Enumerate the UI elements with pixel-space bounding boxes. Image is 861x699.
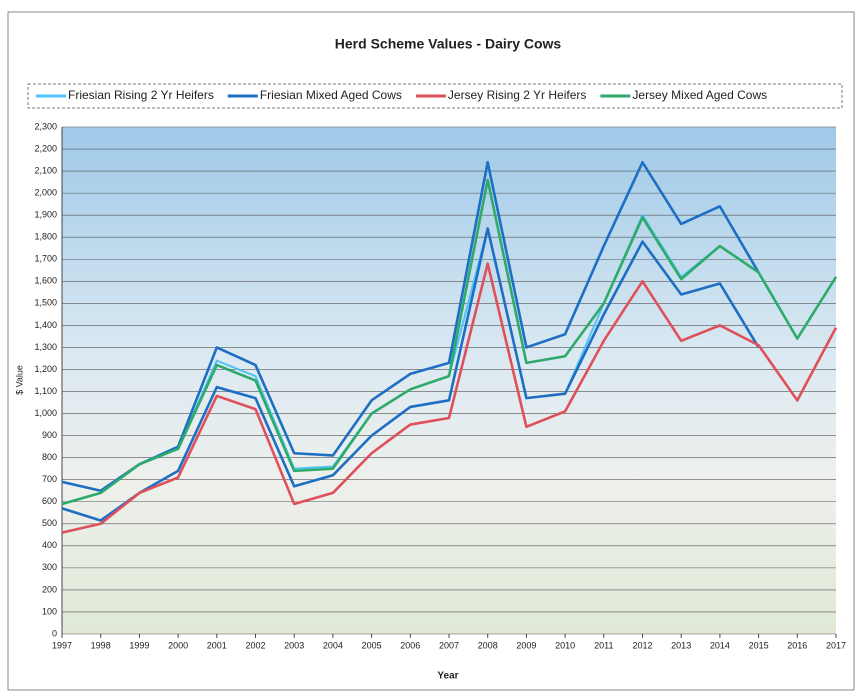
y-tick-label: 900 bbox=[42, 430, 57, 440]
page: {"chart_data": {"type": "line", "title":… bbox=[0, 0, 861, 699]
x-tick-label: 2005 bbox=[362, 640, 382, 650]
y-axis-label: $ Value bbox=[14, 365, 24, 395]
chart: Herd Scheme Values - Dairy Cows Year $ V… bbox=[0, 0, 861, 694]
y-tick-label: 2,200 bbox=[34, 143, 57, 153]
x-tick-label: 2010 bbox=[555, 640, 575, 650]
y-tick-label: 1,700 bbox=[34, 254, 57, 264]
legend-label: Friesian Mixed Aged Cows bbox=[260, 88, 402, 102]
x-tick-label: 2008 bbox=[478, 640, 498, 650]
y-tick-label: 1,800 bbox=[34, 232, 57, 242]
x-tick-label: 2002 bbox=[245, 640, 265, 650]
y-tick-label: 300 bbox=[42, 562, 57, 572]
x-tick-label: 2004 bbox=[323, 640, 343, 650]
x-tick-label: 2012 bbox=[632, 640, 652, 650]
x-tick-label: 2014 bbox=[710, 640, 730, 650]
chart-title: Herd Scheme Values - Dairy Cows bbox=[335, 36, 562, 52]
y-tick-label: 2,100 bbox=[34, 165, 57, 175]
y-tick-label: 0 bbox=[52, 628, 57, 638]
y-tick-label: 500 bbox=[42, 518, 57, 528]
y-tick-label: 100 bbox=[42, 606, 57, 616]
x-tick-label: 2003 bbox=[284, 640, 304, 650]
x-tick-label: 2015 bbox=[749, 640, 769, 650]
y-tick-label: 1,100 bbox=[34, 386, 57, 396]
y-tick-label: 1,500 bbox=[34, 298, 57, 308]
y-tick-label: 800 bbox=[42, 452, 57, 462]
legend-label: Friesian Rising 2 Yr Heifers bbox=[68, 88, 214, 102]
x-tick-label: 2011 bbox=[594, 640, 613, 650]
y-tick-label: 700 bbox=[42, 474, 57, 484]
x-tick-label: 2009 bbox=[516, 640, 536, 650]
y-tick-label: 200 bbox=[42, 584, 57, 594]
y-tick-label: 1,000 bbox=[34, 408, 57, 418]
x-tick-label: 2016 bbox=[787, 640, 807, 650]
x-tick-label: 2006 bbox=[400, 640, 420, 650]
y-tick-label: 400 bbox=[42, 540, 57, 550]
x-tick-label: 2017 bbox=[826, 640, 846, 650]
legend-label: Jersey Rising 2 Yr Heifers bbox=[448, 88, 587, 102]
y-tick-label: 1,200 bbox=[34, 364, 57, 374]
y-tick-label: 1,900 bbox=[34, 210, 57, 220]
x-tick-label: 2001 bbox=[207, 640, 227, 650]
x-axis-label: Year bbox=[437, 671, 458, 682]
y-tick-label: 1,400 bbox=[34, 320, 57, 330]
y-tick-label: 1,600 bbox=[34, 276, 57, 286]
x-tick-label: 1998 bbox=[91, 640, 111, 650]
x-tick-label: 2007 bbox=[439, 640, 459, 650]
x-tick-label: 2000 bbox=[168, 640, 188, 650]
legend-label: Jersey Mixed Aged Cows bbox=[632, 88, 767, 102]
y-tick-label: 2,300 bbox=[34, 121, 57, 131]
y-tick-label: 600 bbox=[42, 496, 57, 506]
plot-background bbox=[62, 127, 836, 634]
y-tick-label: 2,000 bbox=[34, 188, 57, 198]
y-tick-label: 1,300 bbox=[34, 342, 57, 352]
x-tick-label: 2013 bbox=[671, 640, 691, 650]
x-tick-label: 1999 bbox=[129, 640, 149, 650]
x-tick-label: 1997 bbox=[52, 640, 72, 650]
